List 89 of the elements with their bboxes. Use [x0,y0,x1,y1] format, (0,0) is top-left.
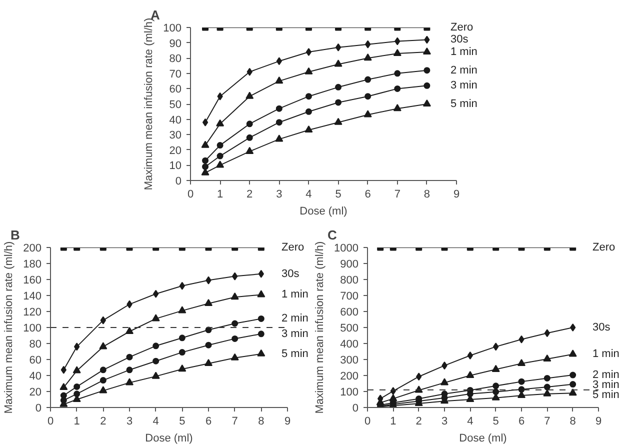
y-tick-label: 0 [352,402,359,414]
y-tick-label: 60 [169,84,182,96]
x-tick-label: 7 [544,416,550,428]
x-tick-label: 8 [424,188,430,200]
x-tick-label: 1 [390,416,396,428]
y-tick-label: 800 [340,274,359,286]
series-label: Zero [592,242,616,254]
y-tick-label: 140 [23,290,42,302]
x-tick-label: 4 [467,416,474,428]
x-tick-label: 4 [306,188,312,200]
x-axis-title: Dose (ml) [300,206,348,218]
series-label: 1 min [450,46,478,58]
x-tick-label: 5 [179,416,186,428]
series-label: Zero [282,242,304,254]
x-tick-label: 9 [595,416,602,428]
y-tick-label: 60 [29,354,42,366]
chart-title: C [328,228,338,242]
y-tick-label: 300 [340,354,359,366]
series-label: 1 min [282,288,308,301]
series-label: 3 min [450,80,478,92]
series-label: 30s [450,34,469,46]
y-tick-label: 600 [340,306,359,318]
y-tick-label: 80 [169,53,182,66]
y-tick-label: 500 [340,322,359,334]
y-tick-label: 100 [23,322,42,334]
series-label: 3 min [282,328,308,340]
x-tick-label: 7 [394,188,400,200]
y-tick-label: 20 [169,144,182,157]
y-tick-label: 10 [169,160,182,172]
y-tick-label: 0 [35,402,42,414]
y-tick-label: 70 [169,68,182,80]
y-tick-label: 40 [169,114,182,126]
y-axis-title: Maximum mean infusion rate (ml/h) [3,241,16,414]
x-tick-label: 6 [518,416,525,428]
x-tick-label: 8 [570,416,576,428]
x-tick-label: 3 [126,416,133,428]
x-tick-label: 2 [246,188,253,200]
y-tick-label: 160 [23,274,42,286]
series-label: 30s [592,322,611,334]
x-tick-label: 2 [416,416,422,428]
x-tick-label: 8 [258,416,264,428]
y-tick-label: 200 [23,242,42,254]
x-tick-label: 2 [100,416,106,428]
y-tick-label: 20 [29,386,42,398]
x-tick-label: 6 [205,416,212,428]
x-tick-label: 3 [276,188,282,200]
series-label: 5 min [592,388,620,401]
y-tick-label: 200 [340,370,359,382]
y-tick-label: 120 [23,306,42,318]
x-tick-label: 0 [364,416,371,428]
series-label: 5 min [450,98,478,110]
x-axis-title: Dose (ml) [145,432,193,444]
x-tick-label: 1 [74,416,80,428]
y-tick-label: 1000 [334,242,359,254]
y-tick-label: 50 [169,99,182,111]
series-label: 3 min [592,378,620,391]
x-tick-label: 9 [453,188,460,200]
series-label: 2 min [592,369,620,382]
series-label: Zero [450,22,474,34]
x-tick-label: 5 [335,188,342,200]
x-tick-label: 0 [187,188,194,200]
series-label: 5 min [282,348,308,360]
y-tick-label: 80 [29,338,42,350]
y-axis-title: Maximum mean infusion rate (ml/h) [143,18,156,190]
x-tick-label: 7 [232,416,238,428]
x-tick-label: 6 [364,188,371,200]
y-tick-label: 700 [340,290,359,302]
x-tick-label: 1 [216,188,224,200]
y-tick-label: 900 [340,258,359,270]
chart-title: B [10,228,20,242]
series-label: 2 min [282,312,308,325]
series-label: 2 min [450,64,478,76]
x-tick-label: 9 [284,416,291,428]
series-label: 30s [282,268,300,280]
y-tick-label: 100 [340,386,359,398]
y-tick-label: 0 [175,176,182,188]
y-tick-label: 180 [23,258,42,270]
y-tick-label: 100 [163,22,182,34]
y-tick-label: 90 [169,38,182,50]
x-tick-label: 0 [47,416,54,428]
x-tick-label: 5 [492,416,499,428]
x-tick-label: 4 [152,416,159,428]
y-tick-label: 400 [340,338,359,350]
x-axis-title: Dose (ml) [459,432,507,444]
series-label: 1 min [592,348,620,360]
x-tick-label: 3 [441,416,448,428]
y-tick-label: 40 [29,370,42,382]
y-tick-label: 30 [169,130,182,142]
y-axis-title: Maximum mean infusion rate (ml/h) [314,241,326,414]
